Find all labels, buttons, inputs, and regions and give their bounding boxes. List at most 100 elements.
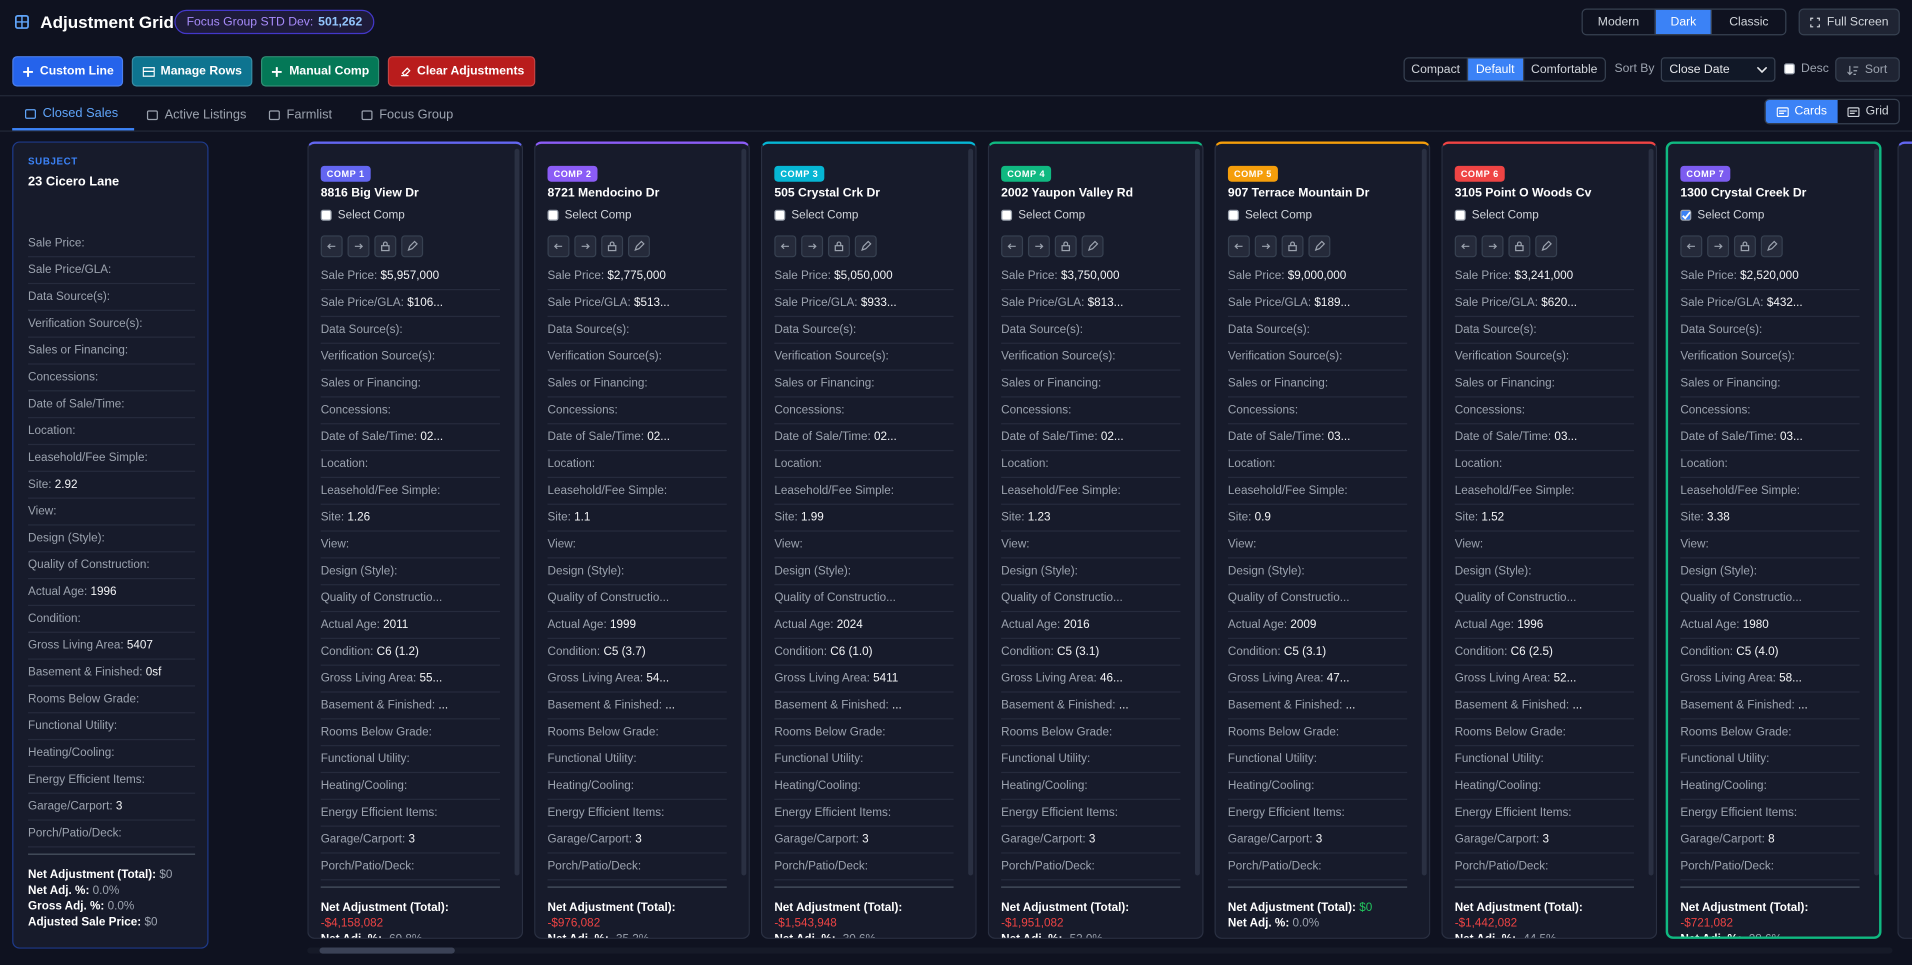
card-action-button[interactable] — [1481, 235, 1504, 258]
action-button[interactable]: Clear Adjustments — [387, 56, 536, 87]
sort-select[interactable]: Close Date — [1660, 57, 1776, 82]
card-action-button[interactable] — [1454, 235, 1477, 258]
view-option[interactable]: Grid — [1838, 100, 1899, 123]
card-action-button[interactable] — [1308, 235, 1331, 258]
card-action-button[interactable] — [601, 235, 624, 258]
card-action-button[interactable] — [374, 235, 397, 258]
field-label: Heating/Cooling: — [28, 746, 115, 760]
field-row: Quality of Constructio... — [1001, 585, 1181, 613]
card-action-button[interactable] — [1281, 235, 1304, 258]
card-action-button[interactable] — [1027, 235, 1050, 258]
density-option[interactable]: Default — [1466, 58, 1523, 81]
field-label: Date of Sale/Time: — [774, 430, 871, 444]
field-label: Garage/Carport: — [774, 832, 859, 847]
full-screen-button[interactable]: Full Screen — [1798, 8, 1900, 36]
select-checkbox[interactable] — [547, 209, 559, 221]
field-row: Sale Price: $9,000,000 — [1227, 263, 1408, 291]
card-action-button[interactable] — [827, 235, 850, 258]
card-action-button[interactable] — [1508, 235, 1531, 258]
field-row: Garage/Carport: 3 — [1227, 827, 1408, 854]
card-action-button[interactable] — [1081, 235, 1104, 258]
card-action-button[interactable] — [547, 235, 570, 258]
select-checkbox[interactable] — [774, 209, 786, 221]
card-action-button[interactable] — [1535, 235, 1558, 258]
field-label: Heating/Cooling: — [1680, 779, 1767, 793]
field-row: Sales or Financing: — [28, 338, 196, 365]
action-button[interactable]: Manual Comp — [260, 56, 380, 87]
field-label: Data Source(s): — [320, 323, 403, 337]
field-row: Data Source(s): — [547, 317, 727, 344]
field-row: Sale Price/GLA: $813... — [1001, 290, 1181, 318]
field-label: Functional Utility: — [320, 752, 410, 766]
summary-label: Net Adjustment (Total): — [320, 901, 449, 915]
action-label: Manage Rows — [160, 64, 242, 79]
sort-button[interactable]: Sort — [1835, 57, 1900, 82]
field-label: Site: — [1001, 510, 1025, 525]
field-label: Heating/Cooling: — [547, 779, 635, 793]
summary-line: Net Adj. %: 0.0% — [1228, 916, 1411, 932]
field-row: Verification Source(s): — [547, 344, 727, 371]
net-pct: -30.6% — [839, 933, 876, 938]
field-label: Sales or Financing: — [1001, 376, 1102, 391]
card-action-button[interactable] — [627, 235, 650, 258]
field-row: Condition: C5 (4.0) — [1680, 639, 1860, 666]
select-checkbox[interactable] — [320, 209, 332, 221]
card-action-button[interactable] — [574, 235, 597, 258]
card-action-button[interactable] — [401, 235, 424, 258]
action-button[interactable]: Custom Line — [12, 56, 124, 87]
density-option[interactable]: Compact — [1411, 62, 1461, 77]
field-label: Energy Efficient Items: — [547, 806, 665, 820]
card-action-button[interactable] — [347, 235, 370, 258]
field-row: Quality of Construction: — [28, 552, 196, 580]
icon — [142, 65, 155, 77]
summary-label: Net Adjustment (Total): — [1001, 901, 1130, 915]
field-row: Concessions: — [1680, 398, 1860, 425]
field-row: Sale Price/GLA: — [28, 257, 196, 285]
field-row: Heating/Cooling: — [28, 740, 196, 767]
card-action-button[interactable] — [1227, 235, 1250, 258]
select-checkbox[interactable] — [1227, 209, 1239, 221]
card-action-button[interactable] — [801, 235, 824, 258]
field-label: Leasehold/Fee Simple: — [547, 484, 668, 498]
chevron — [1757, 67, 1767, 74]
field-label: Location: — [547, 457, 595, 471]
field-label: Energy Efficient Items: — [774, 806, 892, 820]
card-action-button[interactable] — [320, 235, 343, 258]
card-action-button[interactable] — [1054, 235, 1077, 258]
scroll-thumb[interactable] — [319, 947, 455, 954]
card-action-button[interactable] — [1760, 235, 1783, 258]
card-action-button[interactable] — [854, 235, 877, 258]
field-label: Verification Source(s): — [320, 349, 436, 364]
summary-line: Net Adj. %: -69.8% — [321, 932, 504, 938]
field-label: Design (Style): — [1680, 564, 1758, 578]
card-action-button[interactable] — [774, 235, 797, 258]
field-value: ... — [1345, 698, 1356, 713]
field-row: Data Source(s): — [774, 317, 954, 344]
badge-value: 501,262 — [318, 15, 363, 29]
field-label: Concessions: — [1680, 403, 1751, 418]
select-checkbox[interactable] — [1454, 209, 1466, 221]
action-button[interactable]: Manage Rows — [131, 56, 253, 87]
card-action-button[interactable] — [1680, 235, 1703, 258]
tab[interactable]: Active Listings — [134, 98, 256, 131]
tab[interactable]: Farmlist — [256, 98, 349, 131]
tab[interactable]: Closed Sales — [12, 98, 135, 131]
card-action-button[interactable] — [1001, 235, 1024, 258]
theme-option[interactable]: Classic — [1711, 9, 1785, 35]
field-row: Actual Age: 1996 — [28, 579, 196, 607]
field-row: Concessions: — [774, 398, 954, 425]
field-label: Location: — [1227, 457, 1276, 471]
density-option[interactable]: Comfortable — [1522, 58, 1605, 81]
theme-option[interactable]: Modern — [1597, 15, 1640, 29]
select-checkbox[interactable] — [1001, 209, 1013, 221]
theme-option[interactable]: Dark — [1654, 9, 1712, 35]
view-option[interactable]: Cards — [1765, 99, 1838, 124]
card-action-button[interactable] — [1254, 235, 1277, 258]
summary-label: Net Adjustment (Total): — [1454, 901, 1583, 915]
select-checkbox[interactable] — [1680, 209, 1692, 221]
card-action-button[interactable] — [1707, 235, 1730, 258]
tab[interactable]: Focus Group — [349, 98, 459, 131]
desc-checkbox[interactable] — [1783, 63, 1795, 75]
card-action-button[interactable] — [1733, 235, 1756, 258]
